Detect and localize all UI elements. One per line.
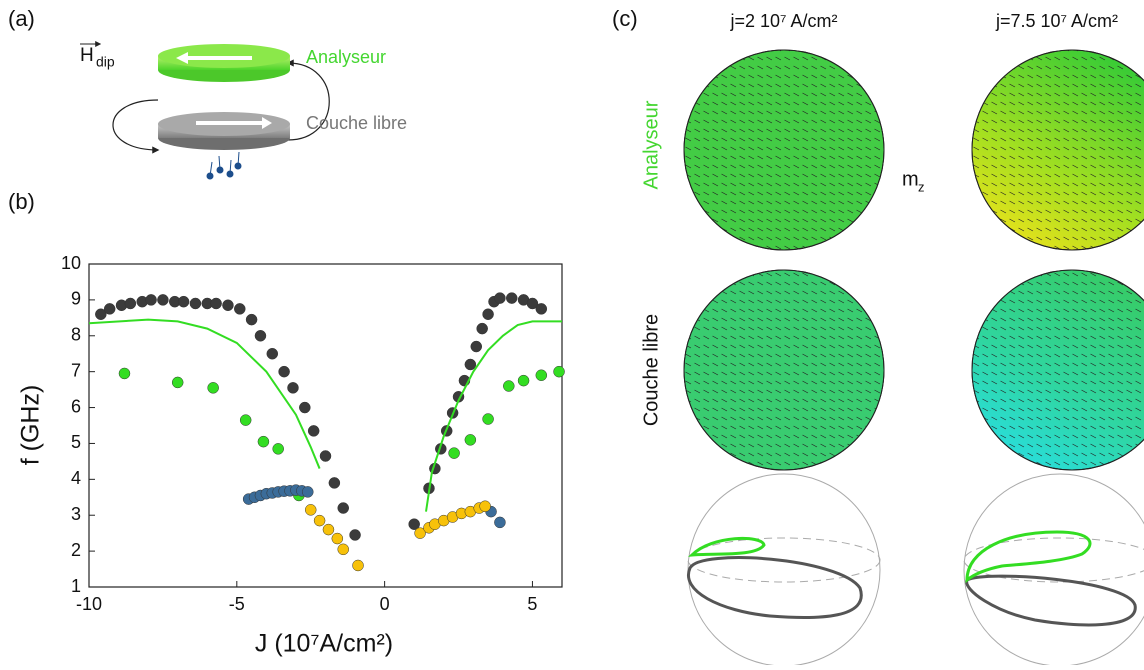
data-point	[302, 486, 314, 498]
panel-label: (a)	[8, 6, 35, 31]
x-tick-label: -5	[229, 594, 245, 614]
field-label: H	[80, 45, 94, 66]
data-point	[479, 500, 491, 512]
y-tick-label: 2	[71, 540, 81, 560]
y-tick-label: 9	[71, 289, 81, 309]
data-point	[254, 330, 267, 342]
data-point	[257, 435, 270, 448]
data-point	[337, 543, 349, 556]
data-point	[482, 308, 494, 320]
layer-label: Analyseur	[306, 47, 386, 67]
data-point	[464, 434, 477, 446]
data-point	[352, 559, 364, 572]
data-point	[322, 523, 335, 536]
data-point	[494, 292, 506, 304]
y-tick-label: 3	[71, 504, 81, 524]
data-point	[470, 340, 483, 353]
data-point	[222, 299, 234, 312]
data-point	[476, 322, 488, 335]
y-tick-label: 1	[71, 576, 81, 596]
data-point	[517, 374, 530, 387]
data-point	[494, 516, 506, 529]
data-point	[553, 365, 565, 378]
data-point	[535, 303, 548, 315]
data-point	[503, 380, 515, 392]
x-tick-label: 0	[380, 594, 390, 614]
y-tick-label: 5	[71, 432, 81, 452]
data-point	[505, 292, 518, 304]
data-point	[328, 477, 341, 489]
y-tick-label: 8	[71, 325, 81, 345]
data-point	[337, 502, 349, 514]
data-point	[313, 514, 326, 527]
data-point	[349, 529, 361, 541]
y-tick-label: 6	[71, 396, 81, 416]
colorbar-label: m	[902, 168, 919, 190]
data-point	[535, 369, 548, 382]
data-point	[408, 518, 420, 530]
data-point	[304, 504, 317, 516]
data-point	[319, 450, 332, 462]
data-point	[299, 401, 311, 414]
data-point	[482, 413, 494, 425]
column-title: j=7.5 10⁷ A/cm²	[995, 11, 1118, 31]
colorbar-subscript: z	[918, 179, 925, 194]
plot-frame	[88, 263, 563, 588]
data-point	[239, 414, 252, 426]
x-axis-title: J (10⁷A/cm²)	[255, 630, 393, 658]
panel-label: (c)	[612, 6, 638, 31]
data-point	[157, 294, 169, 306]
data-point	[234, 303, 246, 315]
y-tick-label: 7	[71, 360, 81, 380]
data-point	[210, 297, 222, 310]
data-point	[307, 425, 320, 437]
y-tick-label: 10	[61, 253, 81, 273]
row-label: Analyseur	[640, 100, 662, 189]
row-label: Couche libre	[640, 314, 662, 426]
panel-label: (b)	[8, 189, 35, 214]
data-point	[245, 313, 258, 326]
data-point	[177, 295, 190, 308]
data-point	[95, 308, 107, 320]
magnetization-maps	[683, 49, 1144, 471]
data-point	[118, 367, 131, 380]
data-point	[278, 365, 290, 378]
data-point	[464, 358, 477, 371]
data-point	[189, 297, 202, 310]
data-point	[171, 376, 184, 389]
data-point	[287, 382, 299, 394]
column-title: j=2 10⁷ A/cm²	[729, 11, 837, 31]
y-tick-label: 4	[71, 468, 81, 488]
data-point	[331, 532, 344, 545]
data-point	[124, 297, 137, 310]
x-tick-label: -10	[76, 594, 102, 614]
data-point	[448, 447, 460, 459]
trajectory-spheres	[686, 473, 1144, 667]
theory-curve	[88, 318, 562, 512]
data-point	[414, 527, 426, 539]
layer-label: Couche libre	[306, 113, 407, 133]
data-point	[526, 297, 539, 310]
stack-diagram	[80, 41, 330, 180]
data-point	[207, 382, 219, 394]
y-axis-title: f (GHz)	[17, 385, 45, 466]
data-point	[103, 303, 116, 315]
field-subscript: dip	[96, 54, 115, 70]
data-point	[266, 347, 279, 360]
x-tick-label: 5	[527, 594, 537, 614]
data-point	[272, 443, 284, 455]
data-point	[145, 294, 157, 306]
